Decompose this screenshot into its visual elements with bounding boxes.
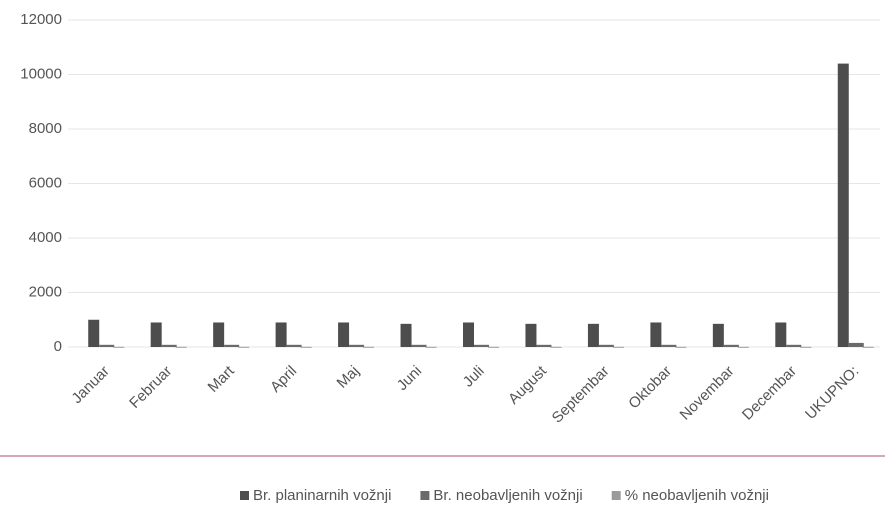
x-tick-label: Mart	[205, 362, 239, 396]
legend-swatch	[240, 491, 249, 500]
legend-label: Br. planinarnih vožnji	[253, 487, 391, 504]
y-tick-label: 12000	[20, 11, 62, 28]
bar	[612, 346, 624, 348]
x-tick-label: Maj	[334, 363, 363, 392]
bar	[349, 344, 365, 347]
bar	[675, 346, 687, 348]
bar	[150, 322, 162, 347]
bar	[737, 346, 749, 348]
x-tick-label: Juli	[460, 363, 488, 391]
x-tick-label: Novembar	[677, 363, 738, 424]
x-tick-label: Oktobar	[625, 363, 675, 413]
bar	[400, 323, 412, 347]
bar	[338, 322, 350, 347]
x-tick-label: Septembar	[549, 363, 613, 427]
y-tick-label: 2000	[29, 283, 62, 300]
bar	[712, 323, 724, 347]
bar	[862, 346, 874, 348]
x-tick-label: Februar	[126, 363, 175, 412]
bar	[525, 323, 537, 347]
bar	[425, 346, 437, 348]
bar	[213, 322, 225, 347]
bar	[224, 344, 240, 347]
y-tick-label: 10000	[20, 65, 62, 82]
bar	[161, 344, 177, 347]
bar	[837, 63, 849, 347]
bar	[650, 322, 662, 347]
bar	[363, 346, 375, 348]
bar	[300, 346, 312, 348]
bar	[463, 322, 474, 347]
bar	[587, 323, 599, 347]
bar	[488, 346, 499, 348]
bar	[275, 322, 287, 347]
bar	[88, 319, 100, 347]
bar	[536, 344, 552, 347]
bar	[238, 346, 250, 348]
y-tick-label: 0	[54, 338, 62, 355]
bar	[113, 346, 125, 348]
x-tick-label: Decembar	[739, 363, 800, 424]
legend: Br. planinarnih vožnji Br. neobavljenih v…	[240, 487, 769, 504]
bar	[786, 344, 802, 347]
legend-swatch	[420, 491, 430, 500]
bar	[775, 322, 787, 347]
bar	[175, 346, 187, 348]
y-tick-label: 4000	[29, 229, 62, 246]
x-tick-label: August	[505, 362, 551, 408]
bar	[411, 344, 427, 347]
bar	[848, 342, 864, 347]
bar	[474, 344, 489, 347]
x-tick-label: April	[267, 363, 300, 396]
x-tick-label: Juni	[394, 363, 425, 394]
legend-swatch	[611, 491, 621, 500]
y-tick-label: 6000	[29, 174, 62, 191]
bar	[661, 344, 677, 347]
bar	[723, 344, 739, 347]
legend-label: % neobavljenih vožnji	[625, 487, 769, 504]
bar	[800, 346, 812, 348]
bar	[598, 344, 614, 347]
y-tick-label: 8000	[29, 120, 62, 137]
bar	[550, 346, 562, 348]
bar	[286, 344, 302, 347]
legend-label: Br. neobavljenih vožnji	[433, 487, 582, 504]
x-tick-label: UKUPNO:	[802, 363, 862, 423]
x-tick-label: Januar	[68, 363, 112, 407]
bar	[99, 344, 115, 347]
